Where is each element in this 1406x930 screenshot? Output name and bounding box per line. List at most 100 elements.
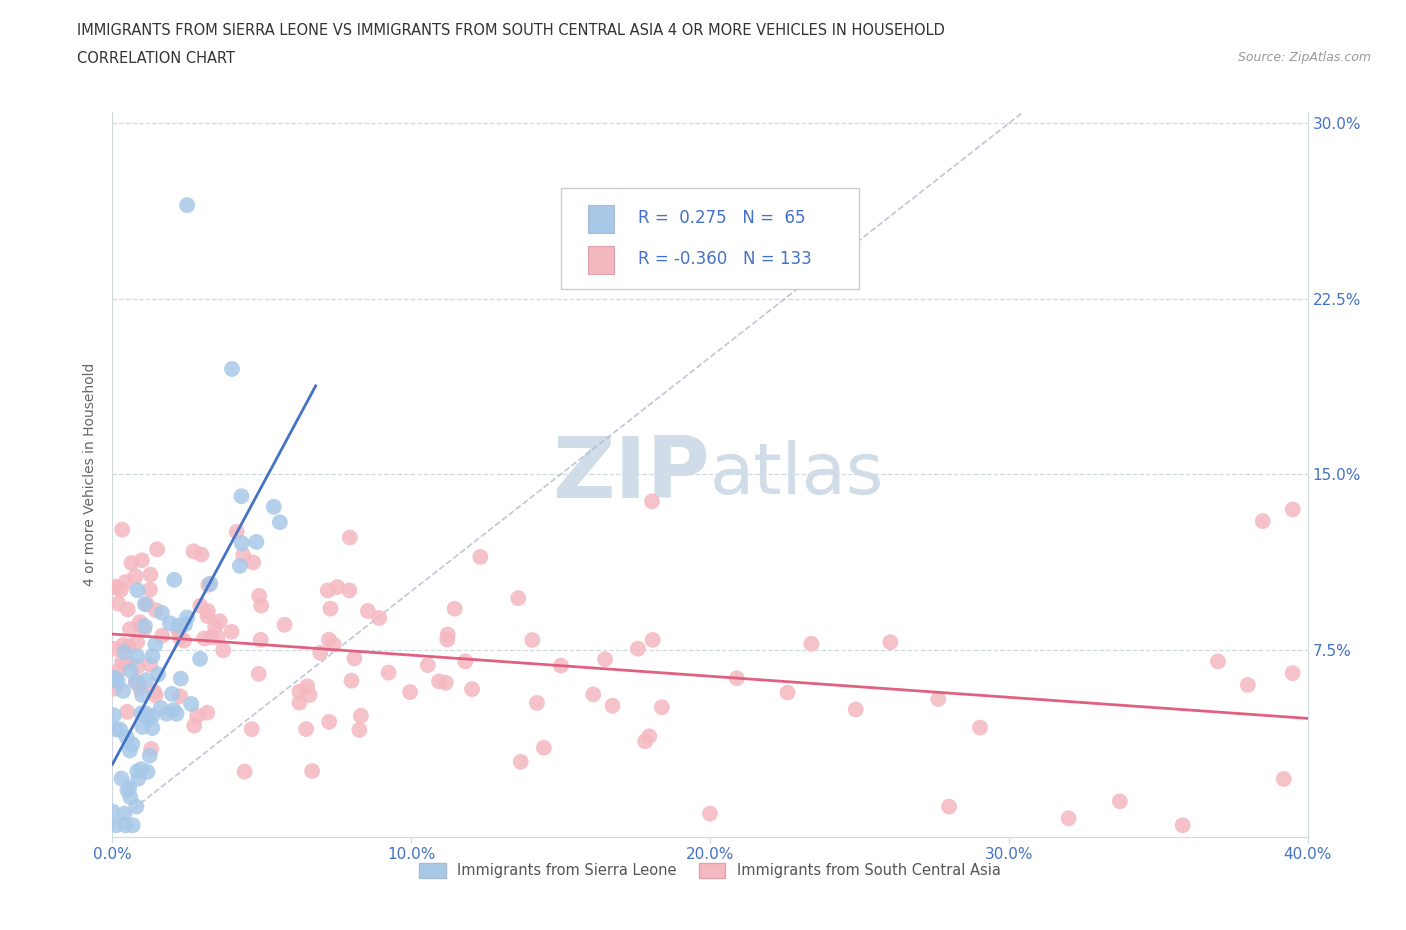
Point bbox=[190, 598, 212, 613]
Point bbox=[183, 718, 205, 733]
Point bbox=[319, 601, 342, 616]
Point bbox=[207, 631, 229, 645]
Point bbox=[150, 628, 173, 643]
Point bbox=[134, 618, 156, 633]
Point bbox=[110, 582, 132, 597]
Point bbox=[115, 656, 138, 671]
Point bbox=[800, 636, 823, 651]
Point bbox=[221, 362, 243, 377]
Point bbox=[167, 624, 190, 639]
Point bbox=[131, 687, 153, 702]
Point bbox=[231, 536, 253, 551]
Point bbox=[188, 651, 211, 666]
Point bbox=[1171, 817, 1194, 832]
Point bbox=[1057, 811, 1080, 826]
Point bbox=[399, 684, 422, 699]
Point bbox=[114, 806, 135, 821]
FancyBboxPatch shape bbox=[561, 188, 859, 289]
Point bbox=[204, 619, 226, 634]
Point bbox=[107, 674, 129, 689]
Point bbox=[638, 729, 661, 744]
Point bbox=[522, 632, 544, 647]
Point bbox=[350, 709, 373, 724]
Point bbox=[339, 530, 361, 545]
Point bbox=[121, 555, 143, 570]
Point bbox=[139, 658, 162, 672]
Point bbox=[232, 548, 254, 563]
Point bbox=[107, 664, 129, 679]
Point bbox=[174, 617, 197, 631]
Point bbox=[128, 615, 150, 630]
Point bbox=[129, 762, 152, 777]
Point bbox=[111, 654, 134, 669]
Point bbox=[118, 743, 141, 758]
Point bbox=[434, 675, 457, 690]
Point bbox=[166, 707, 188, 722]
Point bbox=[103, 642, 125, 657]
Point bbox=[231, 489, 253, 504]
Point bbox=[377, 665, 399, 680]
Point bbox=[634, 734, 657, 749]
Point bbox=[169, 689, 191, 704]
Point bbox=[195, 705, 218, 720]
Point bbox=[121, 737, 143, 751]
Point bbox=[127, 771, 149, 786]
Point bbox=[233, 764, 256, 779]
Point bbox=[125, 674, 148, 689]
Point bbox=[108, 722, 131, 737]
Point bbox=[167, 618, 190, 633]
Point bbox=[143, 637, 166, 652]
Point bbox=[651, 699, 673, 714]
Point bbox=[454, 654, 477, 669]
Point bbox=[938, 799, 960, 814]
Point bbox=[602, 698, 624, 713]
Point bbox=[141, 649, 163, 664]
Point bbox=[288, 684, 311, 699]
Point bbox=[183, 544, 205, 559]
Point bbox=[357, 604, 380, 618]
Point bbox=[105, 722, 128, 737]
Point bbox=[245, 535, 267, 550]
Point bbox=[169, 630, 191, 644]
Point bbox=[969, 720, 991, 735]
Point bbox=[127, 635, 149, 650]
Text: IMMIGRANTS FROM SIERRA LEONE VS IMMIGRANTS FROM SOUTH CENTRAL ASIA 4 OR MORE VEH: IMMIGRANTS FROM SIERRA LEONE VS IMMIGRAN… bbox=[77, 23, 945, 38]
Legend: Immigrants from Sierra Leone, Immigrants from South Central Asia: Immigrants from Sierra Leone, Immigrants… bbox=[413, 857, 1007, 884]
Point bbox=[1281, 666, 1303, 681]
Point bbox=[208, 614, 231, 629]
Point bbox=[582, 687, 605, 702]
FancyBboxPatch shape bbox=[588, 205, 614, 232]
Point bbox=[148, 667, 170, 682]
Point bbox=[110, 771, 132, 786]
Point bbox=[141, 741, 163, 756]
Point bbox=[197, 604, 219, 618]
Point bbox=[250, 598, 273, 613]
Point bbox=[322, 637, 344, 652]
Point bbox=[225, 525, 247, 539]
Point bbox=[263, 499, 285, 514]
Point bbox=[879, 634, 901, 649]
Point bbox=[146, 542, 169, 557]
Point bbox=[135, 706, 157, 721]
Point bbox=[200, 577, 222, 591]
Point bbox=[117, 639, 139, 654]
Point bbox=[240, 722, 263, 737]
Point bbox=[229, 559, 252, 574]
Point bbox=[163, 572, 186, 587]
Point bbox=[470, 550, 492, 565]
Point bbox=[125, 673, 148, 688]
Point bbox=[593, 652, 616, 667]
Point bbox=[159, 616, 181, 631]
Point bbox=[298, 687, 321, 702]
Point bbox=[627, 642, 650, 657]
Point bbox=[533, 740, 555, 755]
Point bbox=[436, 632, 458, 647]
Point bbox=[550, 658, 572, 673]
Point bbox=[176, 198, 198, 213]
Point bbox=[114, 644, 136, 659]
Point bbox=[112, 684, 135, 698]
Point bbox=[349, 723, 371, 737]
Point bbox=[150, 605, 173, 620]
Point bbox=[526, 696, 548, 711]
Point bbox=[461, 682, 484, 697]
